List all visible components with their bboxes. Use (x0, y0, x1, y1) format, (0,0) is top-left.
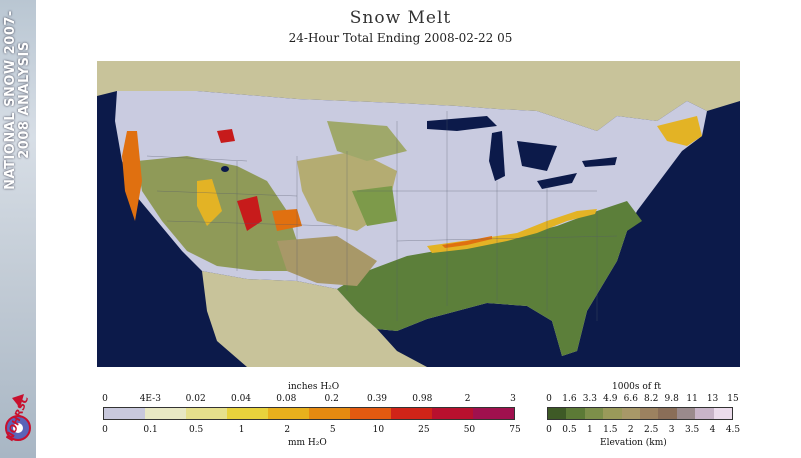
snow-inches-tick: 0.08 (276, 394, 297, 404)
great-plains-green (352, 186, 397, 226)
elevation-km-tick: 0.5 (562, 425, 577, 435)
snow-melt-swatch (473, 408, 514, 419)
elevation-swatch (603, 408, 622, 419)
elevation-km-tick: 1 (587, 425, 593, 435)
snow-melt-swatch (227, 408, 268, 419)
utah-melt (237, 196, 262, 231)
lake-superior (427, 116, 497, 131)
elevation-swatch (640, 408, 659, 419)
snow-inches-tick: 0.98 (412, 394, 433, 404)
snow-inches-tick: 0.04 (230, 394, 252, 404)
snow-mm-tick: 0.5 (188, 425, 204, 435)
elevation-km-tick: 3 (668, 425, 675, 435)
snow-melt-swatch (186, 408, 227, 419)
map-subtitle: 24-Hour Total Ending 2008-02-22 05 (288, 31, 513, 45)
elevation-ft-tick: 1.6 (562, 394, 577, 404)
snow-melt-color-bar (103, 407, 515, 420)
snow-melt-swatch (309, 408, 350, 419)
elevation-km-tick: 3.5 (684, 425, 700, 435)
colorado-melt (272, 209, 302, 231)
snow-inches-tick: 0.02 (185, 394, 206, 404)
elevation-ft-tick: 6.6 (623, 394, 638, 404)
snow-mm-tick: 75 (509, 425, 521, 435)
sidebar-banner: NATIONAL SNOW 2007-2008 ANALYSIS NOHRSC (0, 0, 36, 458)
elevation-swatch (676, 408, 696, 419)
elevation-ft-tick: 4.9 (603, 394, 618, 404)
nohrsc-logo: NOHRSC (2, 388, 34, 454)
elevation-km-tick: 4.5 (725, 425, 741, 435)
elevation-ft-tick: 0 (546, 394, 552, 404)
elevation-ft-tick: 15 (727, 394, 739, 404)
lake-michigan (489, 131, 505, 181)
snow-melt-swatch (104, 408, 145, 419)
elevation-swatch (548, 408, 567, 419)
snow-melt-swatch (268, 408, 309, 419)
snow-mm-tick: 2 (284, 425, 291, 435)
snow-mm-tick: 25 (418, 425, 430, 435)
mexico-land (202, 271, 427, 367)
snow-inches-tick: 0 (102, 394, 108, 404)
elevation-km-tick: 2.5 (644, 425, 659, 435)
elevation-km-tick: 0 (546, 425, 552, 435)
lake-ontario (582, 157, 617, 167)
elevation-swatch (584, 408, 604, 419)
snow-inches-tick: 3 (510, 394, 516, 404)
montana-melt (217, 129, 235, 143)
elevation-ft-tick: 3.3 (582, 394, 598, 404)
snow-melt-swatch (391, 408, 432, 419)
pacific-northwest-melt (122, 131, 142, 221)
legend-elevation-label: Elevation (km) (600, 438, 667, 448)
sierra-melt (197, 179, 222, 226)
elevation-ft-tick: 9.8 (664, 394, 679, 404)
snow-inches-tick: 0.39 (366, 394, 388, 404)
elevation-swatch (695, 408, 714, 419)
snow-melt-swatch (432, 408, 473, 419)
legend-ft-label: 1000s of ft (612, 382, 661, 392)
southwest-terrain (277, 236, 377, 286)
elevation-color-bar (547, 407, 733, 420)
legend-mm-label: mm H₂O (288, 438, 327, 448)
snow-inches-tick: 2 (464, 394, 471, 404)
southern-low-elevation (337, 201, 642, 356)
snow-inches-tick: 4E-3 (139, 394, 161, 404)
elevation-swatch (566, 408, 585, 419)
snow-mm-tick: 50 (463, 425, 476, 435)
elevation-ft-tick: 8.2 (644, 394, 659, 404)
elevation-ft-tick: 13 (706, 394, 719, 404)
elevation-km-tick: 4 (709, 425, 716, 435)
lake-erie (537, 173, 577, 189)
snow-mm-tick: 1 (238, 425, 245, 435)
snow-mm-tick: 5 (329, 425, 336, 435)
elevation-swatch (621, 408, 640, 419)
elevation-km-tick: 2 (627, 425, 634, 435)
snow-melt-swatch (350, 408, 391, 419)
elevation-km-tick: 1.5 (603, 425, 618, 435)
canada-land (97, 61, 740, 131)
legend-inches-label: inches H₂O (288, 382, 340, 392)
snow-melt-swatch (145, 408, 186, 419)
elevation-swatch (713, 408, 732, 419)
map-title: Snow Melt (349, 8, 452, 28)
snow-mm-tick: 0 (102, 425, 108, 435)
logo-emblem-icon (5, 394, 31, 441)
elevation-ft-tick: 11 (686, 394, 698, 404)
snow-inches-tick: 0.2 (324, 394, 339, 404)
snow-melt-map (97, 61, 740, 367)
great-salt-lake (221, 166, 229, 172)
northeast-melt (657, 116, 702, 146)
elevation-swatch (658, 408, 677, 419)
snow-mm-tick: 10 (372, 425, 385, 435)
snow-mm-tick: 0.1 (143, 425, 158, 435)
lake-huron (517, 141, 557, 171)
state-borders (146, 111, 618, 321)
